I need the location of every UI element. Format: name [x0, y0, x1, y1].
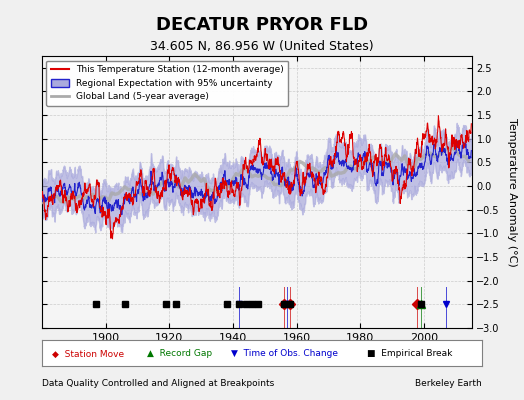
Text: Berkeley Earth: Berkeley Earth — [416, 379, 482, 388]
Text: 34.605 N, 86.956 W (United States): 34.605 N, 86.956 W (United States) — [150, 40, 374, 53]
Text: ■  Empirical Break: ■ Empirical Break — [367, 350, 452, 358]
Text: ▼  Time of Obs. Change: ▼ Time of Obs. Change — [231, 350, 337, 358]
Text: DECATUR PRYOR FLD: DECATUR PRYOR FLD — [156, 16, 368, 34]
Text: ◆  Station Move: ◆ Station Move — [52, 350, 125, 358]
Text: ▲  Record Gap: ▲ Record Gap — [147, 350, 212, 358]
Legend: This Temperature Station (12-month average), Regional Expectation with 95% uncer: This Temperature Station (12-month avera… — [47, 60, 289, 106]
Y-axis label: Temperature Anomaly (°C): Temperature Anomaly (°C) — [507, 118, 517, 266]
Text: Data Quality Controlled and Aligned at Breakpoints: Data Quality Controlled and Aligned at B… — [42, 379, 274, 388]
